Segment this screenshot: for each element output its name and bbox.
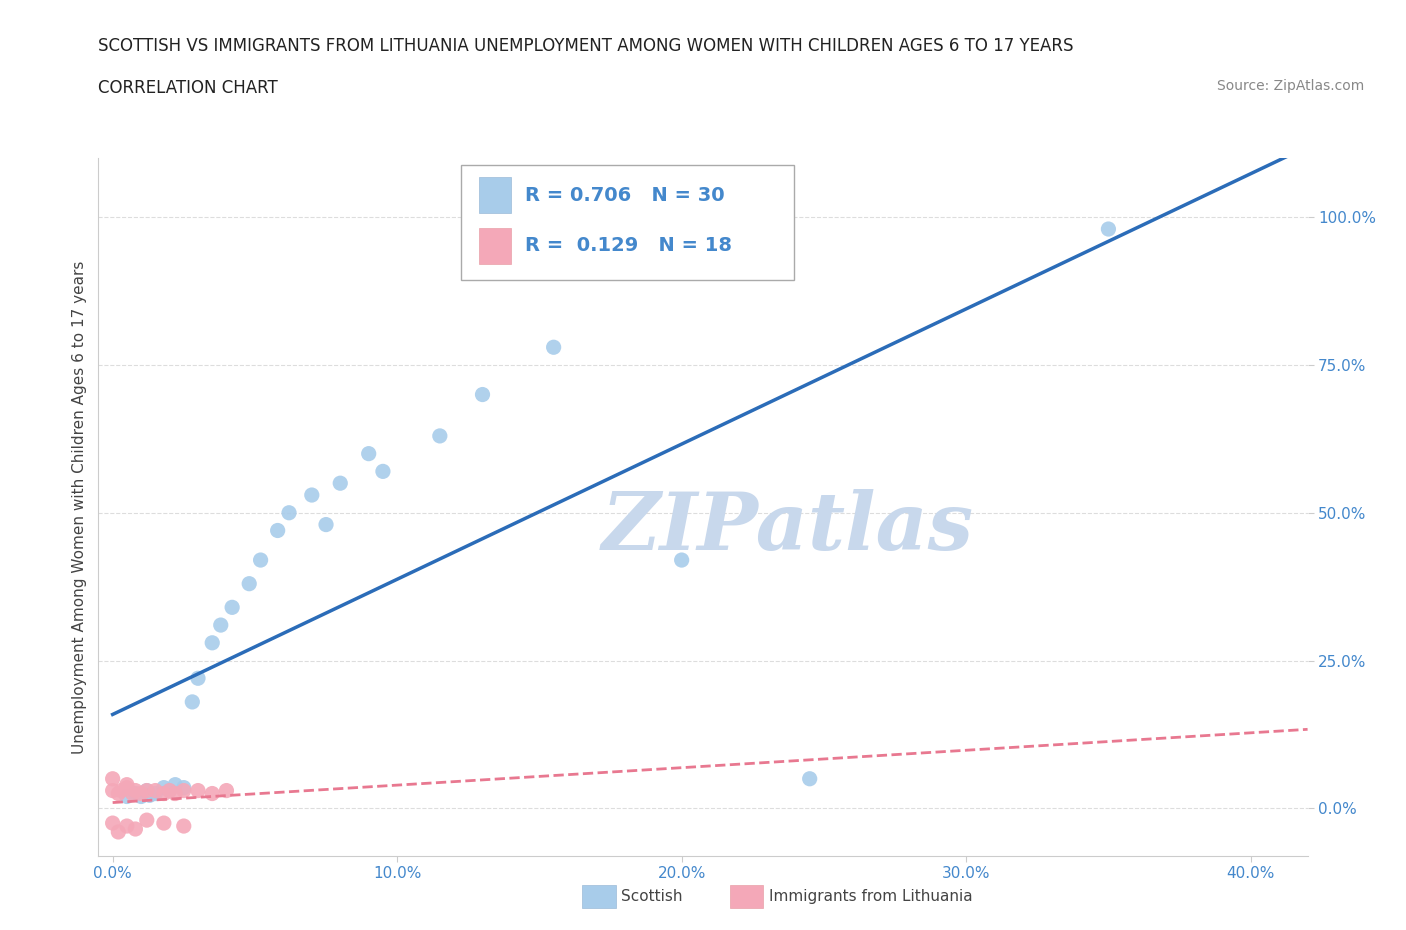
Point — [315, 517, 337, 532]
Text: ZIPatlas: ZIPatlas — [602, 489, 974, 566]
Point — [107, 825, 129, 840]
Text: CORRELATION CHART: CORRELATION CHART — [98, 79, 278, 97]
FancyBboxPatch shape — [479, 177, 510, 213]
Point — [135, 783, 157, 798]
Point — [135, 813, 157, 828]
Point — [135, 783, 157, 798]
Point — [115, 777, 138, 792]
Point — [429, 429, 451, 444]
Text: R =  0.129   N = 18: R = 0.129 N = 18 — [526, 236, 733, 255]
Point — [543, 339, 565, 354]
Point — [671, 552, 693, 567]
Point — [221, 600, 243, 615]
Text: Immigrants from Lithuania: Immigrants from Lithuania — [769, 889, 973, 904]
Point — [187, 783, 209, 798]
Point — [143, 786, 166, 801]
Point — [115, 789, 138, 804]
Point — [215, 783, 238, 798]
Point — [138, 788, 160, 803]
Point — [101, 771, 124, 786]
FancyBboxPatch shape — [479, 228, 510, 264]
Point — [159, 783, 181, 798]
Point — [173, 818, 195, 833]
Point — [238, 577, 260, 591]
Point — [357, 446, 380, 461]
Point — [799, 771, 821, 786]
Point — [110, 783, 132, 798]
Point — [201, 786, 224, 801]
Point — [471, 387, 494, 402]
Text: SCOTTISH VS IMMIGRANTS FROM LITHUANIA UNEMPLOYMENT AMONG WOMEN WITH CHILDREN AGE: SCOTTISH VS IMMIGRANTS FROM LITHUANIA UN… — [98, 37, 1074, 55]
Text: Scottish: Scottish — [621, 889, 683, 904]
Point — [124, 821, 146, 836]
Point — [107, 786, 129, 801]
Point — [1097, 221, 1119, 236]
Point — [173, 780, 195, 795]
Point — [121, 786, 143, 801]
FancyBboxPatch shape — [461, 166, 793, 280]
Point — [173, 783, 195, 798]
Point — [165, 786, 187, 801]
Point — [201, 635, 224, 650]
Point — [371, 464, 394, 479]
Point — [153, 786, 176, 801]
Point — [266, 523, 288, 538]
Point — [143, 783, 166, 798]
Point — [187, 671, 209, 685]
Point — [101, 783, 124, 798]
Point — [159, 783, 181, 798]
Text: Source: ZipAtlas.com: Source: ZipAtlas.com — [1216, 79, 1364, 93]
Point — [153, 780, 176, 795]
Point — [165, 777, 187, 792]
Text: R = 0.706   N = 30: R = 0.706 N = 30 — [526, 186, 725, 205]
Point — [129, 786, 152, 801]
Point — [115, 780, 138, 795]
Point — [129, 789, 152, 804]
Point — [124, 786, 146, 801]
Point — [124, 783, 146, 798]
Point — [115, 818, 138, 833]
Point — [301, 487, 323, 502]
Point — [209, 618, 232, 632]
Point — [249, 552, 271, 567]
Point — [329, 476, 352, 491]
Point — [181, 695, 204, 710]
Point — [101, 816, 124, 830]
Point — [153, 816, 176, 830]
Y-axis label: Unemployment Among Women with Children Ages 6 to 17 years: Unemployment Among Women with Children A… — [72, 260, 87, 753]
Point — [278, 505, 301, 520]
